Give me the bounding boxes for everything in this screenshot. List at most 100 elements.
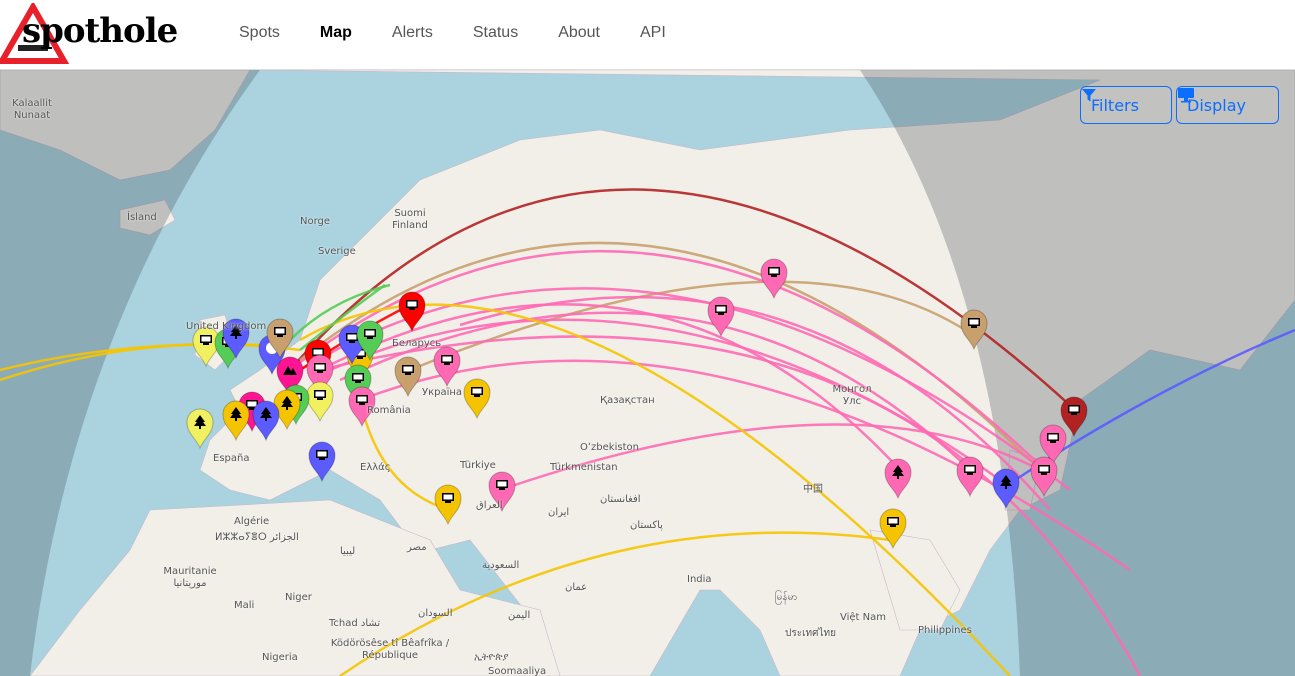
map-place-label: United Kingdom bbox=[186, 321, 267, 332]
spot-marker[interactable] bbox=[252, 400, 280, 442]
map-place-label: عمان bbox=[565, 582, 588, 593]
map-place-label: Việt Nam bbox=[840, 612, 887, 623]
spot-marker[interactable] bbox=[276, 356, 304, 398]
spot-path-3 bbox=[289, 249, 1046, 471]
brand-name: spothole bbox=[22, 11, 178, 51]
spot-marker[interactable] bbox=[992, 468, 1020, 510]
map-place-label: Беларусь bbox=[392, 338, 442, 349]
spot-marker[interactable] bbox=[308, 441, 336, 483]
map-place-label: السودان bbox=[418, 608, 453, 619]
spot-marker[interactable] bbox=[879, 508, 907, 550]
map-place-label: Oʻzbekiston bbox=[580, 442, 639, 453]
monitor-icon bbox=[768, 267, 780, 277]
map-place-label: Ísland bbox=[127, 212, 157, 223]
map-place-label: Монгол Улс bbox=[832, 384, 872, 407]
monitor-icon bbox=[364, 329, 376, 339]
monitor-icon bbox=[887, 517, 899, 527]
map-place-label: ایران bbox=[548, 507, 570, 518]
nav-about[interactable]: About bbox=[558, 24, 600, 41]
display-button[interactable]: Display bbox=[1176, 86, 1279, 124]
map-place-label: السعودية bbox=[482, 560, 520, 571]
spot-marker[interactable] bbox=[956, 456, 984, 498]
nav-api[interactable]: API bbox=[640, 24, 666, 41]
landmass-1 bbox=[119, 199, 176, 236]
spot-marker[interactable] bbox=[707, 296, 735, 338]
spot-marker[interactable] bbox=[760, 258, 788, 300]
spot-marker[interactable] bbox=[398, 291, 426, 333]
monitor-icon bbox=[968, 318, 980, 328]
nav-status[interactable]: Status bbox=[472, 24, 519, 41]
map-place-label: Қазақстан bbox=[600, 395, 655, 406]
map-place-label: Ködörösêse tî Bêafrîka / République bbox=[330, 638, 450, 661]
monitor-icon bbox=[356, 395, 368, 405]
spot-marker[interactable] bbox=[463, 378, 491, 420]
spot-marker[interactable] bbox=[192, 326, 220, 368]
spot-path-14 bbox=[299, 303, 1011, 676]
spot-marker[interactable] bbox=[434, 484, 462, 526]
map-place-label: Suomi Finland bbox=[392, 208, 428, 231]
monitor-icon bbox=[314, 390, 326, 400]
spot-marker[interactable] bbox=[306, 354, 334, 396]
nav-alerts[interactable]: Alerts bbox=[391, 24, 433, 41]
map-place-label: Norge bbox=[300, 216, 331, 227]
map-place-label: Mali bbox=[234, 600, 255, 611]
warning-triangle-logo-icon bbox=[0, 3, 70, 64]
map-place-label: Kalaallit Nunaat bbox=[12, 98, 52, 121]
monitor-icon bbox=[1178, 88, 1194, 103]
spot-marker[interactable] bbox=[488, 471, 516, 513]
spot-marker[interactable] bbox=[1060, 396, 1088, 438]
map-place-label: Niger bbox=[285, 592, 312, 603]
tree-icon bbox=[892, 465, 904, 479]
spot-marker[interactable] bbox=[960, 309, 988, 351]
map-place-label: Tchad تشاد bbox=[329, 618, 381, 629]
monitor-icon bbox=[964, 465, 976, 475]
monitor-icon bbox=[354, 349, 366, 359]
map-place-label: Algérie bbox=[234, 516, 270, 527]
mountain-icon bbox=[283, 366, 297, 375]
nav-spots[interactable]: Spots bbox=[239, 24, 280, 41]
map-place-label: العراق bbox=[476, 500, 503, 511]
map-place-label: پاکستان bbox=[630, 520, 663, 531]
spot-marker[interactable] bbox=[394, 356, 422, 398]
map-place-label: Nigeria bbox=[262, 652, 298, 663]
display-label: Display bbox=[1187, 95, 1246, 115]
logo[interactable]: spothole bbox=[0, 3, 200, 65]
filters-button[interactable]: Filters bbox=[1080, 86, 1172, 124]
map-place-label: ประเทศไทย bbox=[785, 628, 836, 639]
spot-path-10 bbox=[319, 335, 1142, 676]
monitor-icon bbox=[441, 355, 453, 365]
map-place-label: India bbox=[687, 574, 712, 585]
map-place-label: ኢትዮጵያ bbox=[474, 652, 509, 663]
map-place-label: ليبيا bbox=[340, 546, 356, 557]
spot-path-8 bbox=[459, 295, 1051, 511]
spot-marker[interactable] bbox=[1039, 424, 1067, 466]
map-canvas[interactable] bbox=[0, 70, 1295, 676]
nav-map[interactable]: Map bbox=[319, 24, 352, 41]
map-place-label: Sverige bbox=[318, 246, 356, 257]
map-place-label: España bbox=[213, 453, 250, 464]
spot-marker[interactable] bbox=[433, 346, 461, 388]
spot-marker[interactable] bbox=[266, 318, 294, 360]
filter-icon bbox=[1082, 89, 1096, 102]
spot-path-7 bbox=[339, 311, 971, 471]
monitor-icon bbox=[316, 450, 328, 460]
monitor-icon bbox=[314, 363, 326, 373]
map-place-label: 中国 bbox=[803, 484, 823, 495]
spot-marker[interactable] bbox=[222, 318, 250, 360]
tree-icon bbox=[194, 415, 206, 429]
monitor-icon bbox=[715, 305, 727, 315]
spot-marker[interactable] bbox=[1030, 456, 1058, 498]
monitor-icon bbox=[246, 400, 258, 410]
spot-path-4 bbox=[299, 287, 1071, 491]
spot-marker[interactable] bbox=[186, 408, 214, 450]
monitor-icon bbox=[402, 365, 414, 375]
spot-marker[interactable] bbox=[356, 320, 384, 362]
map-place-label: Türkiye bbox=[460, 460, 496, 471]
spot-marker[interactable] bbox=[306, 381, 334, 423]
spot-path-9 bbox=[499, 423, 1041, 492]
monitor-icon bbox=[352, 373, 364, 383]
map[interactable]: Kalaallit Nunaat Ísland Norge Sverige Suomi … bbox=[0, 70, 1295, 676]
spot-marker[interactable] bbox=[348, 386, 376, 428]
spot-marker[interactable] bbox=[884, 458, 912, 500]
spot-marker[interactable] bbox=[222, 400, 250, 442]
